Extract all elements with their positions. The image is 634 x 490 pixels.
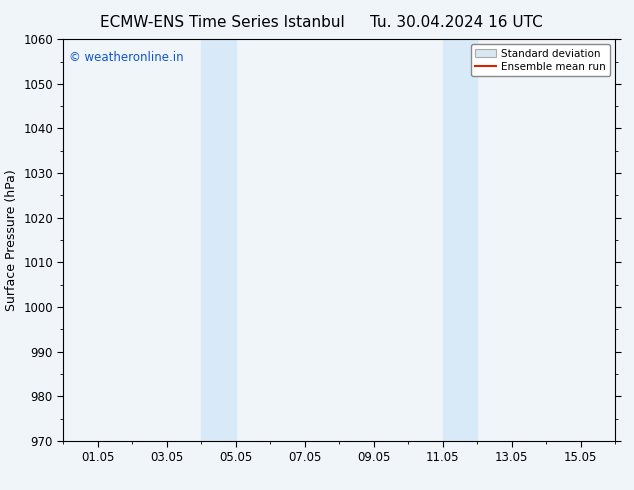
Text: ECMW-ENS Time Series Istanbul: ECMW-ENS Time Series Istanbul — [100, 15, 344, 30]
Legend: Standard deviation, Ensemble mean run: Standard deviation, Ensemble mean run — [470, 45, 610, 76]
Y-axis label: Surface Pressure (hPa): Surface Pressure (hPa) — [4, 169, 18, 311]
Bar — [202, 39, 236, 441]
Bar — [443, 39, 477, 441]
Text: © weatheronline.in: © weatheronline.in — [69, 51, 183, 64]
Text: Tu. 30.04.2024 16 UTC: Tu. 30.04.2024 16 UTC — [370, 15, 543, 30]
